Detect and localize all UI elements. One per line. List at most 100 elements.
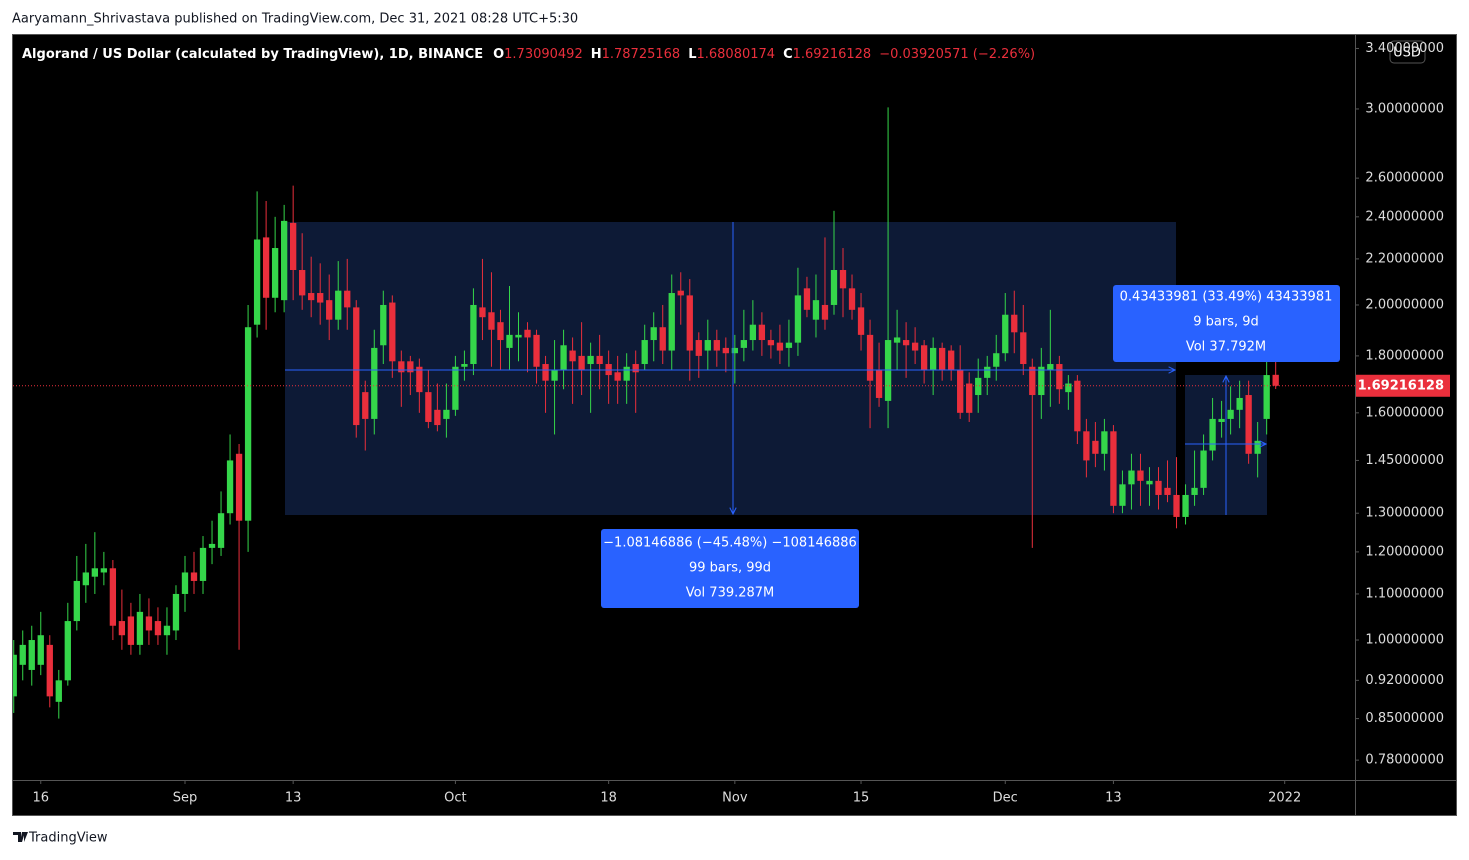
candle-body [857, 307, 865, 335]
candle-body [82, 572, 89, 586]
candle-body [515, 334, 522, 338]
candle-body [803, 288, 811, 310]
candle-body [1083, 431, 1090, 461]
y-tick-label: 1.00000000 [1365, 633, 1444, 648]
candle-body [848, 288, 856, 310]
candle-body [235, 453, 243, 521]
candle-body [262, 237, 270, 298]
y-tick-label: 2.00000000 [1365, 297, 1444, 312]
candle-body [1038, 366, 1045, 396]
y-tick-label: 3.00000000 [1365, 101, 1444, 116]
candle-body [37, 635, 44, 665]
candle-body [181, 572, 189, 594]
candles [13, 107, 1279, 719]
candle-body [1182, 494, 1189, 517]
candle-body [677, 290, 684, 296]
candle-body [758, 324, 766, 341]
candle-body [434, 409, 441, 426]
measure-text: 0.43433981 (33.49%) 43433981 [1120, 290, 1333, 305]
candle-body [244, 327, 252, 521]
measure-arrows: −1.08146886 (−45.48%) −108146886 99 bars… [285, 222, 1340, 608]
candle-body [713, 340, 720, 351]
candle-body [506, 334, 513, 348]
candle-body [1155, 480, 1162, 495]
candle-body [524, 329, 531, 338]
candle-body [13, 654, 17, 697]
candle-body [226, 460, 234, 514]
measure-text: −1.08146886 (−45.48%) −108146886 [603, 536, 857, 551]
x-tick-label: Sep [173, 791, 198, 806]
candle-body [154, 621, 162, 636]
y-tick-label: 1.80000000 [1365, 348, 1444, 363]
candle-body [686, 295, 693, 351]
candle-body [641, 340, 648, 365]
y-tick-label: 0.78000000 [1365, 753, 1444, 768]
candle-body [172, 593, 180, 631]
candle-body [1002, 314, 1009, 354]
candle-body [569, 350, 576, 362]
candle-body [984, 366, 991, 378]
candle-body [1056, 364, 1063, 390]
measure-text: 9 bars, 9d [1193, 315, 1259, 330]
candle-body [145, 616, 153, 631]
candle-body [127, 616, 135, 645]
candle-body [317, 293, 324, 303]
ohlc-value: 1.69216128 [793, 47, 872, 62]
ohlc-letter: O [493, 47, 504, 62]
candle-body [19, 644, 26, 665]
candle-body [875, 369, 883, 398]
measure-text: Vol 37.792M [1186, 340, 1266, 355]
candle-body [46, 644, 53, 697]
candle-body [794, 295, 802, 343]
candle-body [731, 347, 738, 354]
candle-body [957, 369, 964, 413]
candle-body [596, 355, 603, 365]
symbol-title: Algorand / US Dollar (calculated by Trad… [22, 47, 1035, 62]
y-tick-label: 2.40000000 [1365, 209, 1444, 224]
candle-body [1254, 440, 1261, 454]
x-tick-label: Nov [722, 791, 748, 806]
candle-body [650, 327, 657, 341]
candle-body [118, 621, 126, 636]
measure-text: 99 bars, 99d [689, 561, 771, 576]
x-tick-label: 2022 [1268, 791, 1301, 806]
measure-range [285, 222, 1176, 515]
x-tick-label: 18 [600, 791, 617, 806]
x-tick-label: 16 [32, 791, 49, 806]
candle-body [1218, 418, 1225, 422]
candle-body [64, 621, 71, 681]
symbol-title-text: Algorand / US Dollar (calculated by Trad… [22, 47, 483, 62]
currency-button[interactable] [1389, 40, 1426, 64]
candle-body [407, 361, 414, 373]
candle-body [1011, 314, 1018, 333]
candle-body [704, 340, 711, 351]
candle-body [1272, 374, 1279, 386]
candle-body [560, 345, 567, 370]
candle-body [948, 350, 955, 370]
candle-body [695, 340, 702, 356]
candle-body [920, 345, 928, 370]
candle-body [344, 290, 351, 308]
candle-body [632, 364, 639, 373]
ohlc-letter: L [688, 47, 696, 62]
logo-text: TradingView [28, 831, 108, 846]
candle-body [190, 572, 198, 581]
candle-body [966, 383, 973, 413]
candle-body [443, 409, 450, 419]
legend: Algorand / US Dollar (calculated by Trad… [22, 47, 1035, 62]
candle-body [1128, 470, 1135, 485]
candle-body [776, 342, 784, 351]
candle-body [929, 347, 937, 370]
currency-button-text[interactable]: USD [1393, 46, 1421, 61]
candle-body [749, 324, 757, 341]
candle-body [866, 334, 874, 381]
x-tick-label: Oct [444, 791, 466, 806]
y-tick-label: 1.20000000 [1365, 544, 1444, 559]
candle-body [1263, 375, 1270, 419]
measure-label [1113, 285, 1340, 362]
y-tick-label: 2.20000000 [1365, 251, 1444, 266]
candle-body [208, 543, 216, 548]
candle-body [767, 340, 775, 346]
candle-body [380, 304, 387, 346]
measure-text: Vol 739.287M [686, 586, 775, 601]
